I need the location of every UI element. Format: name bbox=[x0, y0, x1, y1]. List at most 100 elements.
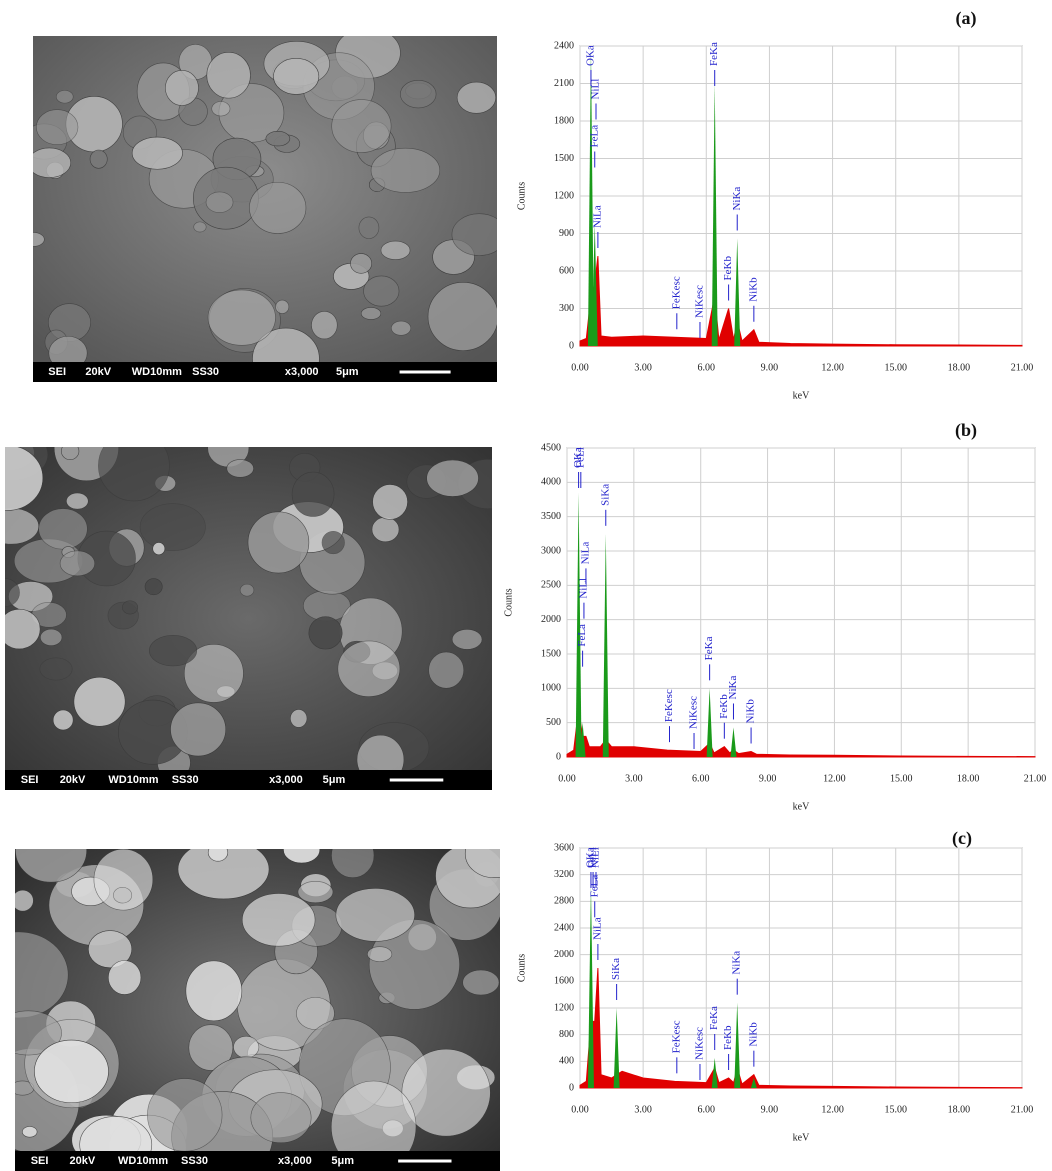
y-tick-label: 400 bbox=[559, 1056, 574, 1067]
y-axis-label: Counts bbox=[503, 588, 514, 616]
y-tick-label: 1800 bbox=[554, 115, 574, 126]
info-text: SEI bbox=[21, 774, 39, 786]
y-tick-label: 3500 bbox=[541, 511, 561, 522]
info-text: SS30 bbox=[192, 366, 219, 378]
particle bbox=[452, 214, 507, 256]
particle bbox=[372, 517, 399, 542]
particle bbox=[364, 276, 399, 306]
x-tick-label: 12.00 bbox=[823, 773, 846, 784]
particle bbox=[145, 579, 162, 595]
x-tick-label: 12.00 bbox=[821, 1104, 844, 1115]
particle bbox=[39, 509, 88, 550]
y-tick-label: 0 bbox=[556, 751, 561, 762]
particle bbox=[233, 1036, 258, 1058]
info-text: WD10mm bbox=[118, 1155, 168, 1167]
particle bbox=[322, 531, 345, 553]
sem-image: SEI20kVWD10mmSS30x3,0005μm bbox=[22, 27, 507, 389]
annotation: NiKesc bbox=[694, 1027, 706, 1060]
annotation: FeLa bbox=[588, 875, 600, 898]
info-text: 5μm bbox=[323, 774, 346, 786]
y-tick-label: 2000 bbox=[541, 614, 561, 625]
annotation: NiKesc bbox=[694, 285, 706, 318]
x-tick-label: 15.00 bbox=[890, 773, 913, 784]
x-tick-label: 21.00 bbox=[1011, 362, 1034, 373]
annotation: FeKesc bbox=[663, 689, 675, 722]
particle bbox=[309, 617, 342, 649]
x-axis-label: keV bbox=[793, 801, 810, 812]
x-tick-label: 21.00 bbox=[1011, 1104, 1034, 1115]
particle bbox=[15, 819, 86, 882]
particle bbox=[56, 90, 73, 103]
annotation: NiLa bbox=[591, 917, 603, 940]
info-text: x3,000 bbox=[285, 366, 319, 378]
y-tick-label: 2000 bbox=[554, 949, 574, 960]
y-tick-label: 4000 bbox=[541, 477, 561, 488]
particle bbox=[457, 82, 496, 113]
annotation: FeKb bbox=[722, 256, 734, 281]
particle bbox=[40, 658, 72, 680]
x-tick-label: 15.00 bbox=[884, 362, 907, 373]
particle bbox=[290, 709, 307, 727]
x-tick-label: 9.00 bbox=[761, 362, 779, 373]
annotation: NiKb bbox=[747, 1022, 759, 1047]
annotation: FeKa bbox=[708, 42, 720, 66]
annotation: FeKb bbox=[722, 1025, 734, 1050]
particle bbox=[12, 890, 33, 911]
particle bbox=[22, 232, 44, 246]
y-tick-label: 3600 bbox=[554, 842, 574, 853]
particle bbox=[28, 148, 71, 178]
annotation: SiKa bbox=[599, 484, 611, 506]
y-tick-label: 0 bbox=[569, 1082, 574, 1093]
info-text: SS30 bbox=[172, 774, 199, 786]
info-text: 20kV bbox=[85, 366, 111, 378]
particle bbox=[452, 629, 482, 649]
y-tick-label: 900 bbox=[559, 228, 574, 239]
info-text: SS30 bbox=[181, 1155, 208, 1167]
sem-image: SEI20kVWD10mmSS30x3,0005μm bbox=[0, 415, 517, 790]
particle bbox=[178, 840, 269, 899]
y-tick-label: 1600 bbox=[554, 976, 574, 987]
particle bbox=[90, 150, 107, 168]
annotation: NiKa bbox=[731, 187, 743, 211]
info-text: SEI bbox=[31, 1155, 49, 1167]
particle bbox=[350, 254, 371, 274]
particle bbox=[208, 290, 275, 345]
info-text: x3,000 bbox=[278, 1155, 312, 1167]
annotation: NiLa bbox=[579, 542, 591, 565]
x-tick-label: 3.00 bbox=[634, 362, 652, 373]
x-tick-label: 18.00 bbox=[948, 362, 971, 373]
panel-label: (a) bbox=[956, 8, 977, 29]
info-text: 20kV bbox=[60, 774, 86, 786]
x-tick-label: 6.00 bbox=[698, 362, 716, 373]
particle bbox=[61, 443, 79, 460]
x-tick-label: 3.00 bbox=[625, 773, 643, 784]
y-tick-label: 2800 bbox=[554, 896, 574, 907]
particle bbox=[463, 970, 499, 995]
x-tick-label: 0.00 bbox=[571, 362, 589, 373]
annotation: FeLa bbox=[588, 125, 600, 148]
y-tick-label: 1200 bbox=[554, 1002, 574, 1013]
particle bbox=[400, 80, 436, 108]
particle bbox=[273, 58, 318, 94]
sem-texture bbox=[22, 27, 507, 389]
y-tick-label: 1000 bbox=[541, 683, 561, 694]
y-tick-label: 2400 bbox=[554, 40, 574, 51]
y-tick-label: 3200 bbox=[554, 869, 574, 880]
particle bbox=[428, 282, 498, 350]
x-tick-label: 18.00 bbox=[948, 1104, 971, 1115]
particle bbox=[248, 512, 309, 573]
annotation: FeKesc bbox=[670, 1020, 682, 1053]
x-tick-label: 0.00 bbox=[558, 773, 576, 784]
particle bbox=[66, 493, 88, 509]
annotation: NiLa bbox=[591, 205, 603, 228]
annotation: NiLl bbox=[577, 578, 589, 599]
particle bbox=[153, 542, 165, 554]
particle bbox=[186, 961, 242, 1021]
particle bbox=[251, 1093, 311, 1143]
x-tick-label: 6.00 bbox=[692, 773, 710, 784]
particle bbox=[367, 947, 392, 962]
x-axis-label: keV bbox=[793, 1132, 810, 1143]
y-tick-label: 0 bbox=[569, 340, 574, 351]
particle bbox=[74, 677, 125, 726]
annotation: FeKesc bbox=[670, 276, 682, 309]
